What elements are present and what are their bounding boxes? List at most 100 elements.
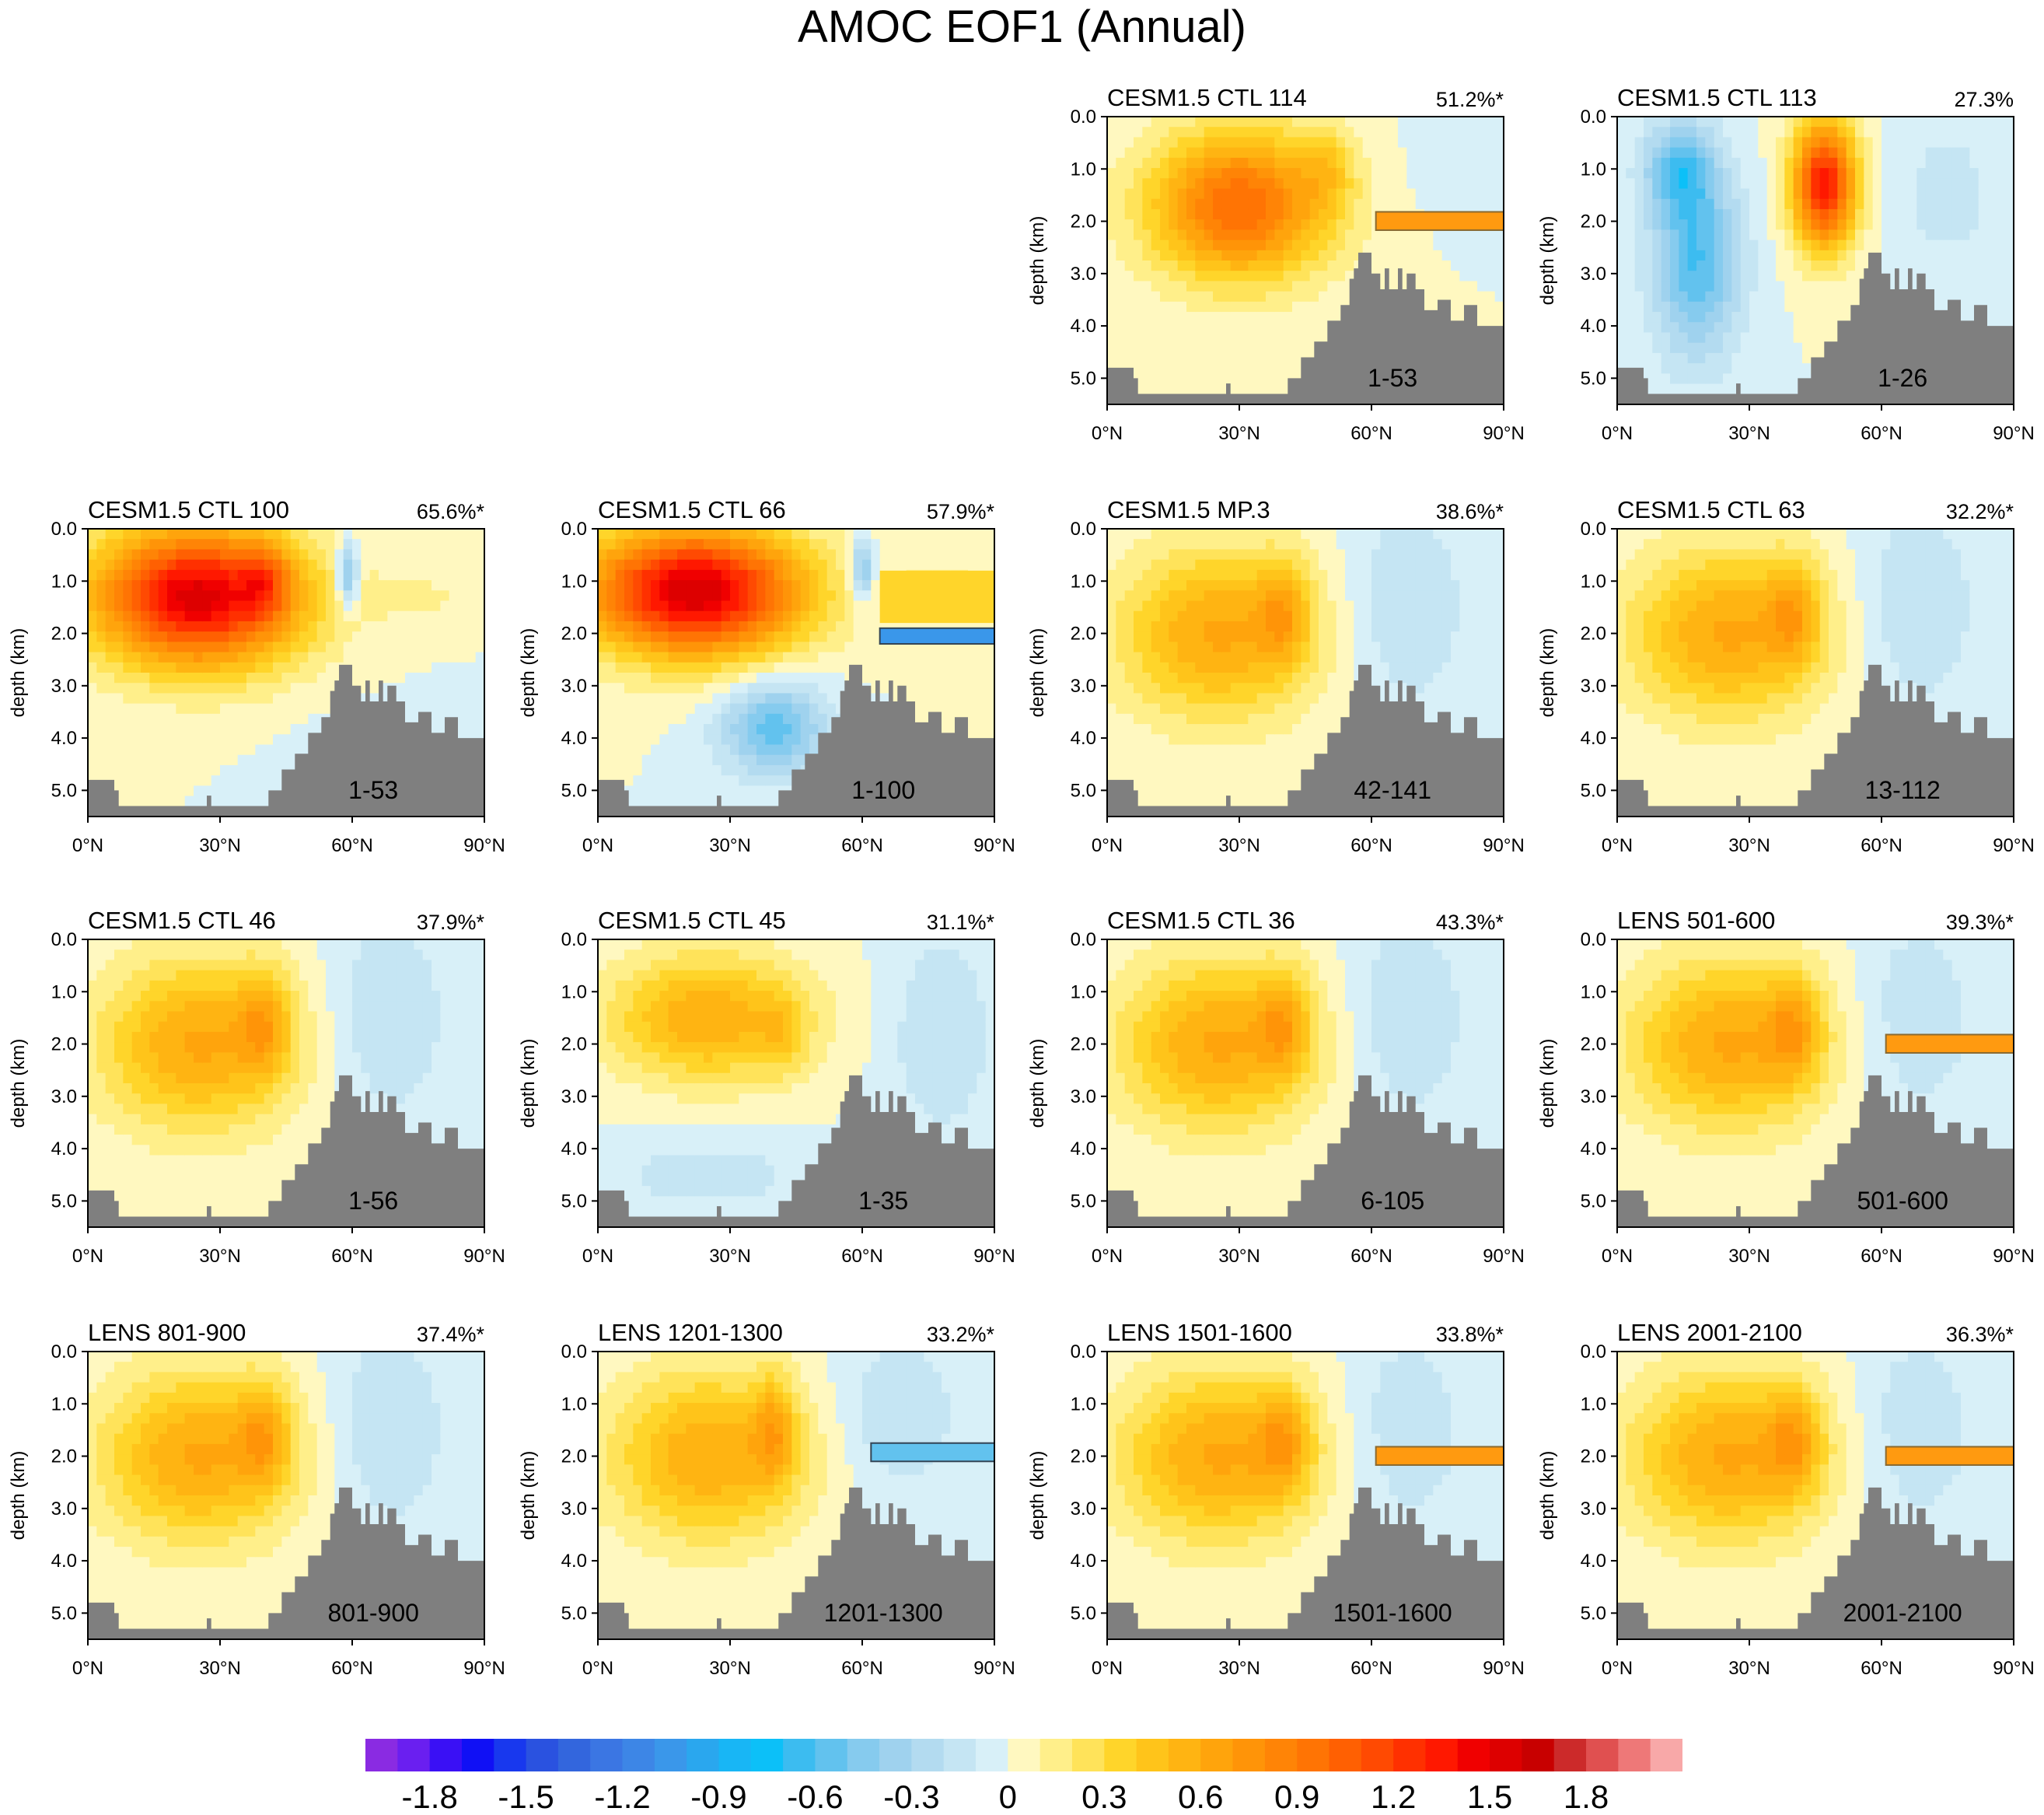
field-cell — [1661, 137, 1671, 149]
field-cell — [694, 796, 704, 807]
field-cell — [1266, 157, 1275, 169]
field-cell — [1107, 301, 1116, 313]
field-cell — [396, 590, 406, 602]
field-cell — [1996, 240, 2006, 251]
field-cell — [1679, 332, 1689, 344]
field-cell — [1134, 137, 1143, 149]
field-cell — [229, 693, 239, 705]
field-cell — [1644, 312, 1653, 323]
field-cell — [1195, 342, 1205, 354]
field-cell — [1749, 117, 1759, 128]
field-cell — [1644, 137, 1653, 149]
field-cell — [721, 610, 731, 622]
field-cell — [606, 590, 617, 602]
field-cell — [361, 549, 371, 561]
field-cell — [783, 529, 792, 540]
field-cell — [739, 590, 749, 602]
field-cell — [1644, 168, 1653, 179]
field-cell — [405, 662, 414, 673]
field-cell — [1221, 188, 1232, 200]
field-cell — [131, 775, 142, 786]
field-cell — [1134, 383, 1143, 395]
field-cell — [255, 610, 265, 622]
field-cell — [387, 600, 397, 612]
field-cell — [1327, 219, 1337, 230]
field-cell — [818, 559, 828, 571]
field-cell — [1731, 117, 1742, 128]
field-cell — [1925, 229, 1935, 241]
field-cell — [1837, 219, 1847, 230]
field-cell — [633, 683, 643, 694]
field-cell — [1670, 342, 1679, 354]
field-cell — [1661, 342, 1671, 354]
field-cell — [1908, 271, 1917, 282]
field-cell — [1784, 363, 1794, 374]
field-cell — [1213, 342, 1222, 354]
field-cell — [818, 642, 828, 653]
field-cell — [826, 600, 837, 612]
field-cell — [677, 590, 687, 602]
field-cell — [1793, 229, 1803, 241]
field-cell — [1687, 271, 1697, 282]
field-cell — [220, 785, 229, 797]
field-cell — [1846, 281, 1856, 292]
field-cell — [1925, 157, 1935, 169]
field-cell — [387, 673, 397, 684]
field-cell — [131, 529, 142, 540]
field-cell — [1107, 219, 1116, 230]
field-cell — [774, 693, 784, 705]
field-cell — [730, 600, 739, 612]
field-cell — [774, 662, 784, 673]
field-cell — [299, 529, 309, 540]
field-cell — [387, 631, 397, 642]
field-cell — [774, 673, 784, 684]
field-cell — [633, 693, 643, 705]
field-cell — [1846, 261, 1856, 271]
field-cell — [1256, 281, 1267, 292]
field-cell — [1723, 208, 1732, 220]
field-cell — [246, 785, 256, 797]
field-cell — [176, 549, 186, 561]
field-cell — [1714, 342, 1724, 354]
field-cell — [1292, 250, 1302, 261]
field-cell — [624, 590, 634, 602]
field-cell — [1978, 188, 1988, 200]
field-cell — [809, 580, 819, 591]
field-cell — [704, 744, 713, 756]
field-cell — [334, 652, 344, 663]
field-cell — [475, 539, 485, 551]
field-cell — [1160, 363, 1169, 374]
field-cell — [871, 652, 881, 663]
field-cell — [624, 580, 634, 591]
field-cell — [1283, 261, 1293, 271]
field-cell — [149, 529, 159, 540]
field-cell — [96, 662, 107, 673]
field-cell — [334, 539, 344, 551]
field-cell — [712, 529, 722, 540]
field-cell — [1451, 147, 1460, 159]
field-cell — [1389, 117, 1399, 128]
field-cell — [194, 600, 203, 612]
field-cell — [783, 764, 792, 776]
field-cell — [915, 713, 924, 725]
field-cell — [229, 683, 239, 694]
field-cell — [1652, 261, 1662, 271]
field-cell — [942, 621, 951, 632]
field-cell — [1819, 281, 1829, 292]
field-cell — [449, 559, 459, 571]
field-cell — [1380, 178, 1390, 190]
field-cell — [308, 724, 318, 735]
field-cell — [1687, 261, 1697, 271]
field-cell — [96, 703, 107, 715]
field-cell — [1459, 178, 1469, 190]
field-cell — [1661, 312, 1671, 323]
field-cell — [379, 569, 388, 581]
field-cell — [1142, 291, 1152, 302]
field-cell — [299, 610, 309, 622]
field-cell — [281, 621, 292, 632]
field-cell — [1652, 281, 1662, 292]
field-cell — [202, 621, 212, 632]
field-cell — [1811, 219, 1821, 230]
field-cell — [624, 785, 634, 797]
field-cell — [1248, 219, 1258, 230]
